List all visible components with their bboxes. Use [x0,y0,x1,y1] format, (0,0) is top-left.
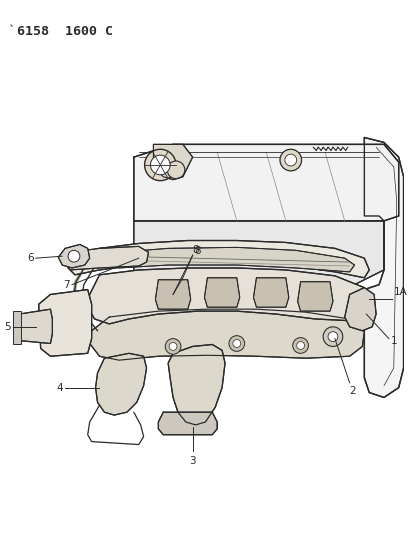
Polygon shape [68,240,369,278]
Text: 1: 1 [390,336,396,345]
Circle shape [232,340,240,348]
Text: 8: 8 [194,246,201,256]
Circle shape [327,332,337,342]
Text: 8: 8 [192,245,199,255]
Polygon shape [153,144,192,180]
Circle shape [228,336,244,351]
Polygon shape [111,247,354,272]
Circle shape [165,338,180,354]
Text: 4: 4 [56,383,63,393]
Polygon shape [155,280,190,309]
Polygon shape [65,246,148,270]
Text: `: ` [9,25,16,38]
Polygon shape [58,245,90,268]
Circle shape [167,161,184,179]
Text: 2: 2 [349,386,355,395]
Text: 1A: 1A [393,287,407,297]
Polygon shape [344,288,375,331]
Polygon shape [168,344,225,425]
Circle shape [284,154,296,166]
Polygon shape [133,221,383,285]
Text: 3: 3 [189,456,196,466]
Polygon shape [90,309,364,360]
Circle shape [322,327,342,346]
Polygon shape [13,311,21,343]
Polygon shape [19,309,52,343]
Circle shape [169,343,177,350]
Circle shape [279,149,301,171]
Polygon shape [95,353,146,415]
Circle shape [144,149,175,181]
Polygon shape [364,138,402,398]
Text: 7: 7 [63,280,70,289]
Circle shape [150,155,170,175]
Polygon shape [158,412,217,435]
Circle shape [296,342,304,350]
Text: 5: 5 [4,322,11,332]
Polygon shape [297,282,332,311]
Polygon shape [38,289,92,356]
Polygon shape [133,144,398,221]
Polygon shape [204,278,239,307]
Circle shape [68,251,80,262]
Polygon shape [253,278,288,307]
Text: 6158  1600 C: 6158 1600 C [17,25,113,38]
Circle shape [292,337,308,353]
Text: 6: 6 [27,253,34,263]
Polygon shape [88,268,369,324]
